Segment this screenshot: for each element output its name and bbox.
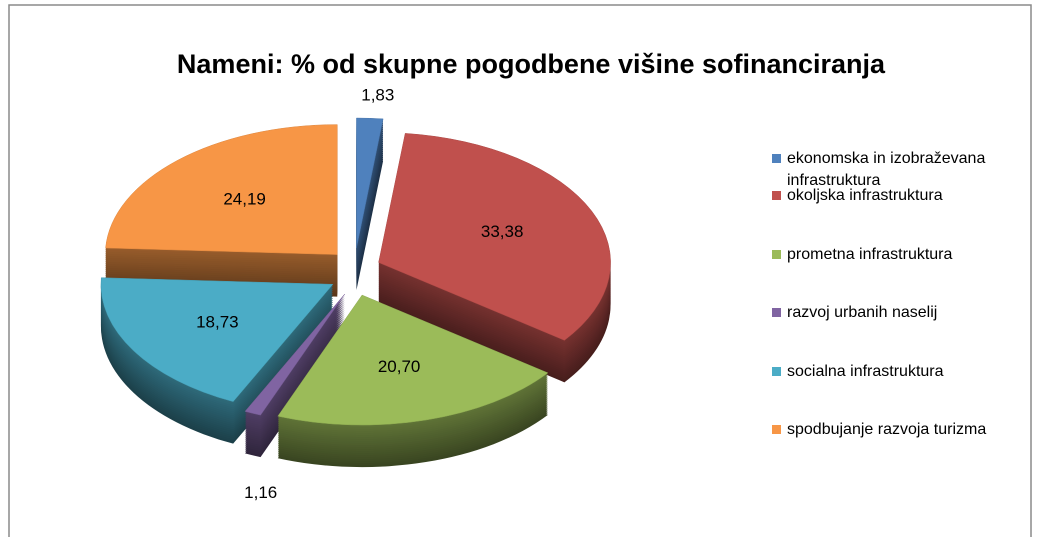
data-label: 1,16 xyxy=(244,483,277,502)
data-label: 18,73 xyxy=(196,312,239,331)
slice xyxy=(277,294,549,426)
legend-label: prometna infrastruktura xyxy=(787,245,953,263)
legend-label: socialna infrastruktura xyxy=(787,362,944,380)
legend-entry: razvoj urbanih naselij xyxy=(772,302,1034,324)
legend-swatch xyxy=(772,308,781,317)
legend-entry: prometna infrastruktura xyxy=(772,244,1034,266)
legend-entry: ekonomska in izobraževana infrastruktura xyxy=(772,148,1034,192)
legend-entry: spodbujanje razvoja turizma xyxy=(772,419,1034,441)
slice xyxy=(356,117,384,249)
chart-title: Nameni: % od skupne pogodbene višine sof… xyxy=(177,49,886,79)
data-label: 1,83 xyxy=(361,86,394,105)
data-label: 33,38 xyxy=(481,222,524,241)
slice xyxy=(100,277,334,402)
data-label: 24,19 xyxy=(223,189,266,208)
legend-entry: okoljska infrastruktura xyxy=(772,185,1034,207)
legend-label: ekonomska in izobraževana infrastruktura xyxy=(787,150,986,189)
legend-swatch xyxy=(772,154,781,163)
legend-label: spodbujanje razvoja turizma xyxy=(787,421,987,438)
legend-swatch xyxy=(772,366,781,376)
legend-label: razvoj urbanih naselij xyxy=(787,304,938,321)
slice xyxy=(378,133,611,341)
legend-swatch xyxy=(772,425,781,434)
data-label: 20,70 xyxy=(378,357,421,376)
legend-swatch xyxy=(772,249,781,259)
legend-label: okoljska infrastruktura xyxy=(787,187,943,204)
legend-swatch xyxy=(772,191,781,200)
legend-entry: socialna infrastruktura xyxy=(772,361,1034,383)
slice xyxy=(244,293,346,416)
slice xyxy=(105,124,338,255)
